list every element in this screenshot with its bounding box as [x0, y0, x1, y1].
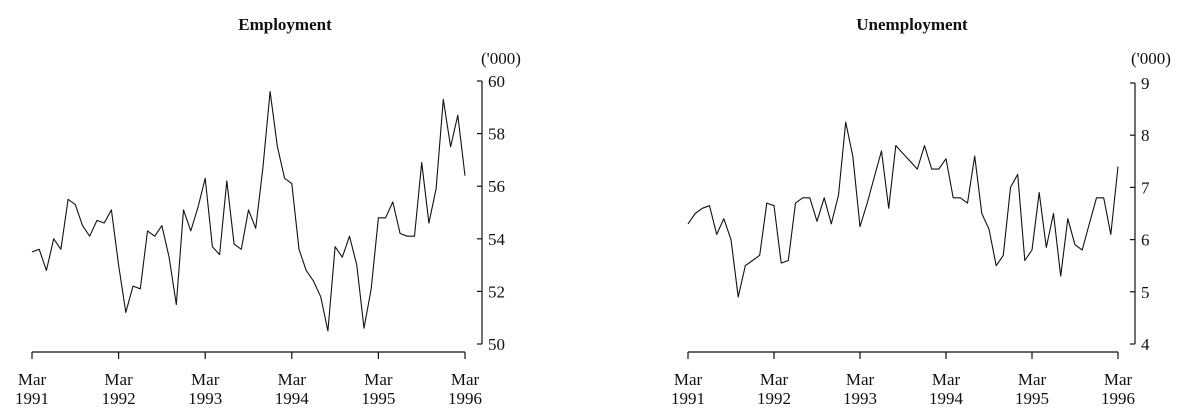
series-line: [31, 90, 466, 332]
x-tick-label-month: Mar: [191, 370, 220, 389]
y-tick-label: 54: [488, 230, 506, 249]
x-tick-label-month: Mar: [104, 370, 133, 389]
y-tick-label: 50: [488, 335, 505, 354]
x-tick-label-month: Mar: [1018, 370, 1047, 389]
y-unit-label: ('000): [1131, 49, 1171, 68]
y-tick-label: 52: [488, 282, 505, 301]
unemployment-chart: Unemployment ('000) Mar1991Mar1992Mar199…: [671, 15, 1171, 408]
x-tick-label-month: Mar: [674, 370, 703, 389]
x-tick-label-year: 1995: [361, 389, 395, 408]
x-tick-label-month: Mar: [278, 370, 307, 389]
x-tick-label-year: 1992: [757, 389, 791, 408]
x-tick-label-year: 1996: [1101, 389, 1135, 408]
x-tick-label-year: 1993: [843, 389, 877, 408]
x-tick-label-month: Mar: [760, 370, 789, 389]
x-tick-label-month: Mar: [846, 370, 875, 389]
y-tick-label: 8: [1141, 126, 1150, 145]
y-tick-label: 56: [488, 177, 505, 196]
x-tick-label-month: Mar: [932, 370, 961, 389]
y-tick-label: 9: [1141, 74, 1150, 93]
x-tick-label-month: Mar: [451, 370, 480, 389]
y-tick-label: 5: [1141, 283, 1150, 302]
x-tick-label-month: Mar: [1104, 370, 1133, 389]
x-tick-label-year: 1991: [671, 389, 705, 408]
series-line: [687, 121, 1119, 298]
axes: Mar1991Mar1992Mar1993Mar1994Mar1995Mar19…: [671, 74, 1150, 408]
x-tick-label-year: 1994: [275, 389, 310, 408]
x-tick-label-month: Mar: [364, 370, 393, 389]
y-unit-label: ('000): [481, 49, 521, 68]
y-tick-label: 60: [488, 72, 505, 91]
x-tick-label-year: 1995: [1015, 389, 1049, 408]
x-tick-label-year: 1993: [188, 389, 222, 408]
employment-chart: Employment ('000) Mar1991Mar1992Mar1993M…: [15, 15, 521, 408]
chart-title: Employment: [238, 15, 332, 34]
series-line-group: [687, 121, 1119, 298]
x-tick-label-year: 1994: [929, 389, 964, 408]
y-tick-label: 7: [1141, 178, 1150, 197]
series-line-group: [31, 90, 466, 332]
x-tick-label-year: 1996: [448, 389, 482, 408]
x-tick-label-year: 1992: [102, 389, 136, 408]
axes: Mar1991Mar1992Mar1993Mar1994Mar1995Mar19…: [15, 72, 506, 408]
chart-title: Unemployment: [856, 15, 968, 34]
y-tick-label: 58: [488, 125, 505, 144]
y-tick-label: 6: [1141, 231, 1150, 250]
x-tick-label-year: 1991: [15, 389, 49, 408]
y-tick-label: 4: [1141, 335, 1150, 354]
x-tick-label-month: Mar: [18, 370, 47, 389]
